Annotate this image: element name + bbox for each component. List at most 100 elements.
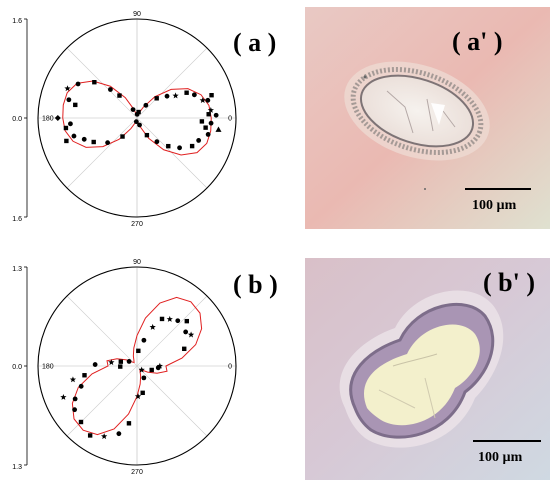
radial-tick-label-bottom: 1.6	[12, 216, 22, 223]
data-point-square	[120, 134, 125, 139]
micrograph-b-prime: 100 µm ( b' )	[305, 258, 550, 480]
data-point-square	[73, 102, 78, 108]
data-point-circle	[208, 120, 214, 126]
panel-label-b: ( b )	[233, 270, 278, 299]
data-point-circle	[154, 139, 160, 145]
data-point-circle	[105, 140, 111, 146]
data-point-circle	[71, 133, 77, 139]
data-point-square	[203, 125, 208, 130]
data-point-circle	[130, 107, 136, 112]
radial-tick-label-center: 0.0	[12, 364, 22, 371]
data-point-circle	[141, 375, 147, 381]
data-point-diamond	[54, 115, 61, 121]
data-point-circle	[177, 145, 182, 151]
scale-bar-b-prime	[473, 440, 541, 442]
polar-plot-a: 1.6 0.0 1.6 90 270 180 0 ( a )	[0, 0, 290, 240]
angle-label-180: 180	[42, 116, 54, 123]
data-point-circle	[155, 365, 161, 371]
data-point-star	[156, 362, 163, 369]
data-point-circle	[75, 81, 81, 87]
data-point-square	[136, 109, 141, 115]
polar-plot-b-canvas: 1.3 0.0 1.3 90 270 180 0	[12, 259, 237, 476]
data-point-star	[60, 393, 67, 400]
data-point-circle	[205, 97, 211, 103]
panel-label-a: ( a )	[233, 28, 277, 57]
radial-tick-label-center: 0.0	[12, 116, 22, 123]
data-point-triangle	[215, 126, 222, 132]
data-point-star	[149, 323, 156, 330]
data-point-circle	[213, 112, 219, 118]
data-point-square	[184, 318, 190, 324]
data-point-square	[63, 125, 69, 131]
data-point-square	[117, 93, 122, 98]
polar-plot-b: 1.3 0.0 1.3 90 270 180 0 ( b )	[0, 248, 290, 489]
data-point-square	[87, 433, 93, 438]
data-point-square	[140, 390, 145, 396]
angle-label-270: 270	[131, 469, 143, 476]
data-point-circle	[72, 396, 78, 402]
data-point-circle	[137, 122, 142, 128]
data-point-square	[159, 316, 165, 322]
data-point-star	[187, 331, 195, 338]
fit-curve	[62, 80, 212, 156]
panel-label-a-prime: ( a' )	[452, 27, 503, 56]
data-point-square	[91, 139, 96, 145]
data-point-circle	[126, 359, 132, 364]
data-point-circle	[81, 136, 87, 142]
data-point-circle	[175, 318, 181, 324]
data-point-star	[101, 433, 108, 440]
polar-outer-circle	[37, 18, 237, 218]
data-point-star	[134, 393, 142, 400]
data-point-circle	[108, 87, 113, 92]
micrograph-a-prime-image	[305, 7, 550, 229]
data-point-square	[144, 132, 150, 138]
data-point-star	[138, 366, 145, 373]
data-point-star	[172, 92, 179, 99]
data-point-circle	[133, 119, 139, 125]
data-point-circle	[191, 92, 197, 98]
micrograph-b-prime-image	[305, 258, 550, 480]
data-point-square	[92, 80, 97, 85]
radial-tick-label-top: 1.3	[12, 266, 22, 273]
polar-outer-circle	[37, 266, 237, 466]
data-point-circle	[205, 132, 211, 137]
angle-label-270: 270	[131, 221, 143, 228]
data-point-square	[166, 143, 171, 149]
data-point-square	[209, 93, 214, 98]
data-point-star	[64, 85, 71, 92]
data-point-square	[154, 96, 159, 101]
radial-tick-label-bottom: 1.3	[12, 464, 22, 471]
polar-grid-spoke	[66, 295, 208, 437]
data-point-square	[126, 421, 132, 426]
data-point-star	[166, 315, 173, 322]
data-point-square	[64, 138, 69, 144]
data-point-circle	[92, 362, 98, 367]
data-point-circle	[183, 329, 189, 335]
data-point-circle	[196, 138, 202, 143]
data-point-square	[206, 112, 211, 117]
data-point-square	[118, 364, 123, 369]
scale-bar-a-prime	[465, 188, 531, 190]
data-point-star	[69, 376, 77, 383]
data-point-square	[136, 348, 141, 354]
data-point-square	[118, 359, 124, 364]
data-point-circle	[66, 97, 72, 103]
scale-label-a-prime: 100 µm	[472, 198, 517, 213]
angle-label-90: 90	[133, 11, 141, 18]
data-point-square	[199, 119, 205, 124]
data-point-circle	[143, 102, 149, 108]
micrograph-a-prime: 100 µm ( a' )	[305, 7, 550, 229]
data-point-square	[182, 346, 187, 352]
panel-label-b-prime: ( b' )	[483, 268, 535, 297]
angle-label-0: 0	[228, 364, 232, 371]
data-point-square	[184, 90, 189, 95]
angle-label-0: 0	[228, 116, 232, 123]
data-point-square	[78, 419, 84, 425]
angle-label-90: 90	[133, 259, 141, 266]
data-point-circle	[78, 383, 84, 389]
data-point-square	[82, 373, 87, 378]
data-point-square	[149, 367, 154, 373]
data-point-star	[108, 359, 115, 366]
data-point-circle	[164, 93, 170, 99]
data-point-circle	[72, 407, 78, 413]
